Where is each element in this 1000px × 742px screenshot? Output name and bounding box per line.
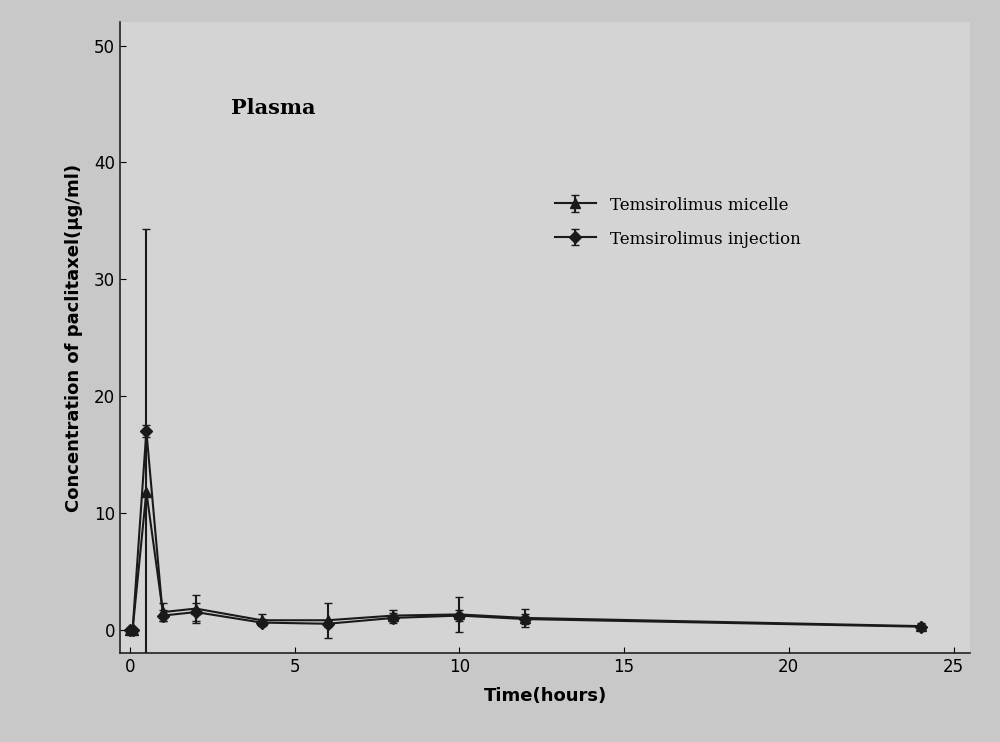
X-axis label: Time(hours): Time(hours) bbox=[483, 687, 607, 705]
Text: Plasma: Plasma bbox=[230, 98, 315, 118]
Legend: Temsirolimus micelle, Temsirolimus injection: Temsirolimus micelle, Temsirolimus injec… bbox=[546, 188, 809, 256]
Y-axis label: Concentration of paclitaxel(μg/ml): Concentration of paclitaxel(μg/ml) bbox=[65, 163, 83, 512]
